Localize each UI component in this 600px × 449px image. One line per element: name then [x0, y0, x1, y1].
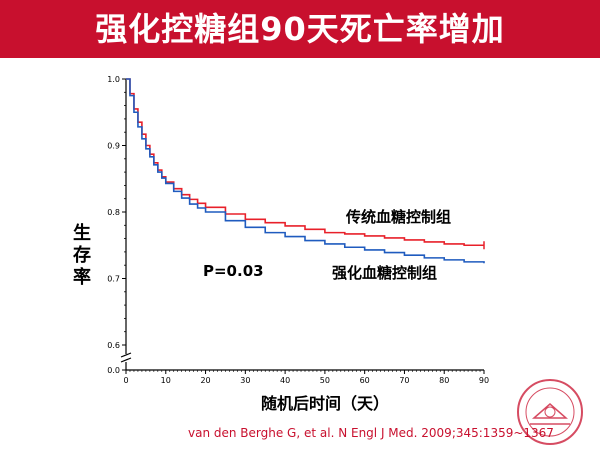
p-value-annotation: P=0.03	[203, 262, 264, 280]
x-tick-label: 10	[161, 376, 171, 385]
slide-title: 强化控糖组90天死亡率增加	[95, 10, 505, 48]
title-bar	[0, 0, 600, 58]
intensive-group-label: 强化血糖控制组	[332, 264, 438, 282]
conventional-group-label: 传统血糖控制组	[346, 208, 452, 226]
y-tick-label: 0.8	[107, 208, 120, 217]
y-tick-label: 0.6	[107, 341, 120, 350]
x-tick-label: 20	[200, 376, 210, 385]
intensive-survival-curve	[126, 78, 485, 264]
axis-break-mark	[120, 352, 132, 358]
x-tick-label: 0	[123, 376, 128, 385]
x-tick-label: 80	[439, 376, 449, 385]
university-seal-logo	[517, 379, 583, 445]
y-tick-label: 0.7	[107, 275, 120, 284]
y-axis-label: 生存率	[73, 223, 91, 288]
x-tick-label: 40	[280, 376, 290, 385]
y-tick-label: 0.0	[107, 366, 120, 375]
x-tick-label: 90	[479, 376, 489, 385]
citation: van den Berghe G, et al. N Engl J Med. 2…	[188, 426, 554, 440]
x-tick-label: 50	[320, 376, 330, 385]
x-tick-label: 70	[399, 376, 409, 385]
y-tick-label: 0.9	[107, 142, 120, 151]
y-tick-label: 1.0	[107, 75, 120, 84]
x-tick-label: 30	[240, 376, 250, 385]
x-axis-label: 随机后时间（天）	[260, 394, 389, 413]
axis-break-mark	[120, 357, 132, 363]
x-tick-label: 60	[360, 376, 370, 385]
